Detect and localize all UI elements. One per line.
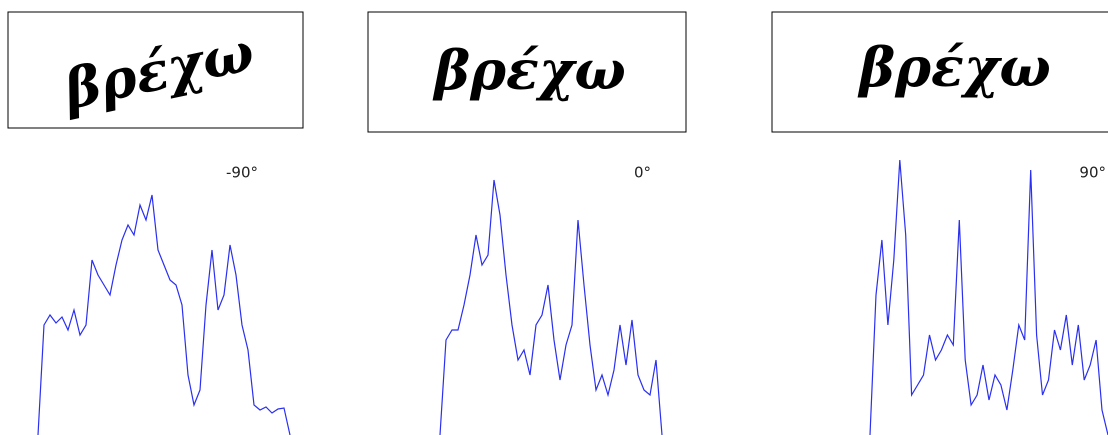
profile-line [38,195,290,435]
angle-label: -90° [226,164,258,182]
figure-canvas: βρέχω βρέχω βρέχω -90° 0° 90° [0,0,1108,435]
handwriting: βρέχω [57,19,260,122]
angle-label: 0° [634,164,651,182]
angle-label: 90° [1079,164,1106,182]
profile-line [440,180,662,435]
handwriting: βρέχω [432,38,626,102]
figure: βρέχω βρέχω βρέχω -90° 0° 90° [0,0,1108,435]
profile-line [870,160,1108,435]
handwriting: βρέχω [857,35,1051,99]
